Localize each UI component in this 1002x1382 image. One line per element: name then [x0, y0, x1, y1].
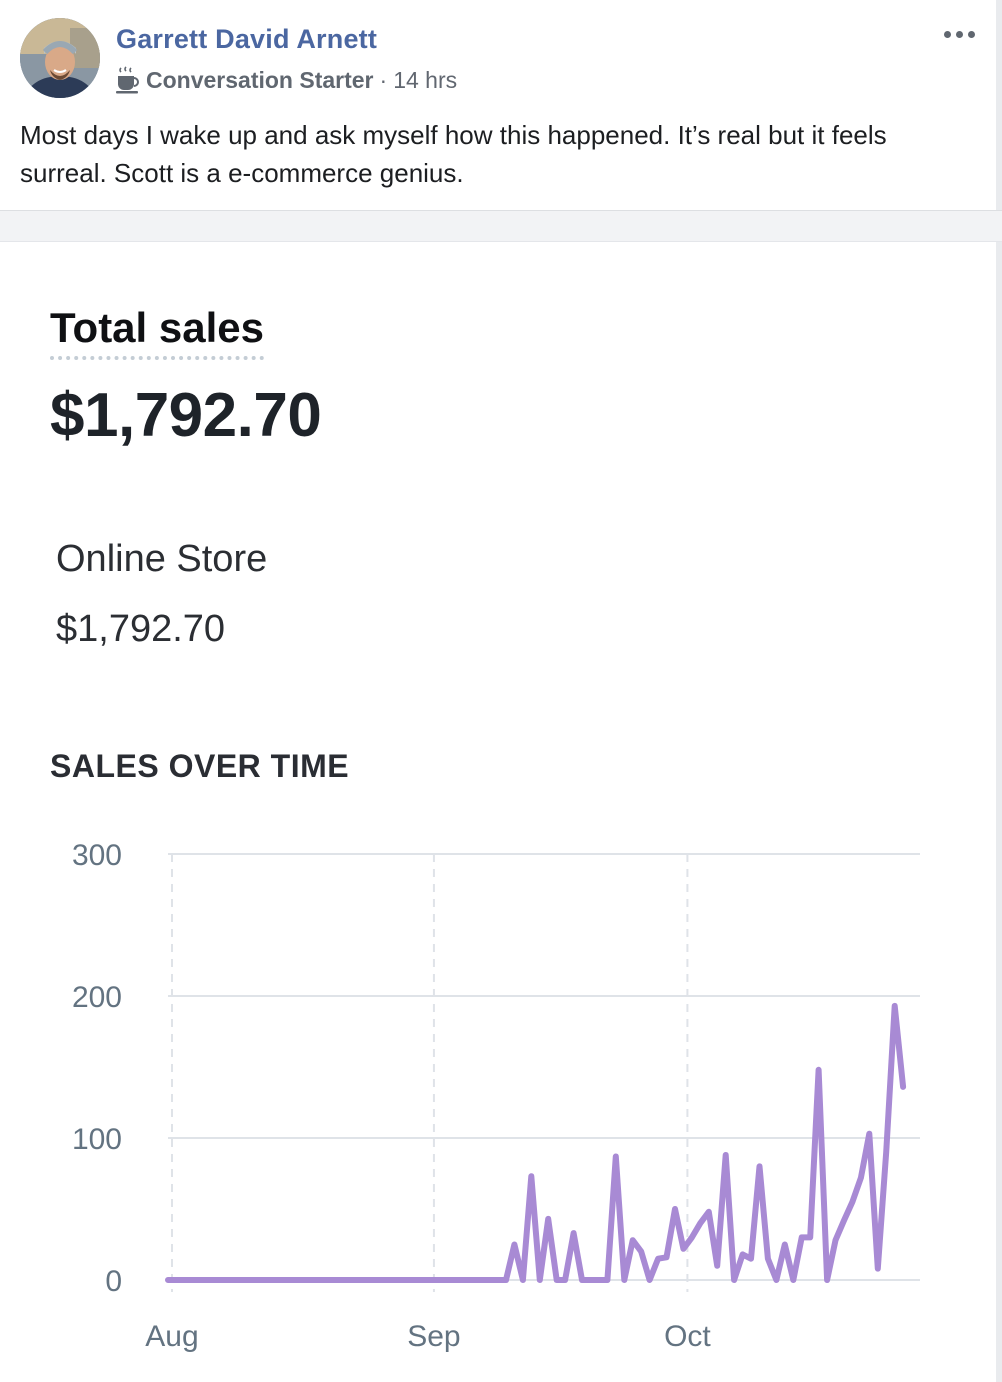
- y-tick-label: 200: [72, 981, 122, 1014]
- channel-value: $1,792.70: [56, 608, 226, 650]
- attachment-divider: [0, 210, 1002, 242]
- sales-series-line: [165, 1002, 907, 1283]
- post-timestamp[interactable]: 14 hrs: [393, 66, 458, 93]
- sales-chart: 0 100 200 300 Aug Sep Oct: [0, 832, 996, 1382]
- x-tick-label: Aug: [145, 1320, 198, 1353]
- y-tick-label: 300: [72, 839, 122, 872]
- post-header: Garrett David Arnett Conversation Starte…: [0, 0, 1002, 212]
- channel-label: Online Store: [56, 538, 268, 580]
- x-tick-label: Sep: [407, 1320, 460, 1353]
- sales-screenshot[interactable]: Total sales $1,792.70 Online Store $1,79…: [0, 242, 1002, 1382]
- profile-photo-icon: [20, 18, 100, 98]
- post-text: Most days I wake up and ask myself how t…: [20, 120, 887, 188]
- post-meta: Conversation Starter · 14 hrs: [116, 64, 457, 96]
- y-tick-label: 0: [105, 1265, 122, 1298]
- total-sales-value: $1,792.70: [50, 381, 322, 450]
- x-tick-label: Oct: [664, 1320, 711, 1353]
- meta-separator: ·: [379, 66, 388, 93]
- coffee-cup-icon: [116, 66, 139, 94]
- badge-label[interactable]: Conversation Starter: [146, 66, 374, 93]
- avatar[interactable]: [20, 18, 100, 98]
- more-options-icon[interactable]: [944, 26, 980, 42]
- author-name-link[interactable]: Garrett David Arnett: [116, 24, 378, 54]
- chart-title: SALES OVER TIME: [50, 748, 350, 784]
- sales-chart-svg: 0 100 200 300 Aug Sep Oct: [72, 839, 920, 1353]
- y-tick-label: 100: [72, 1123, 122, 1156]
- total-sales-label: Total sales: [50, 304, 264, 360]
